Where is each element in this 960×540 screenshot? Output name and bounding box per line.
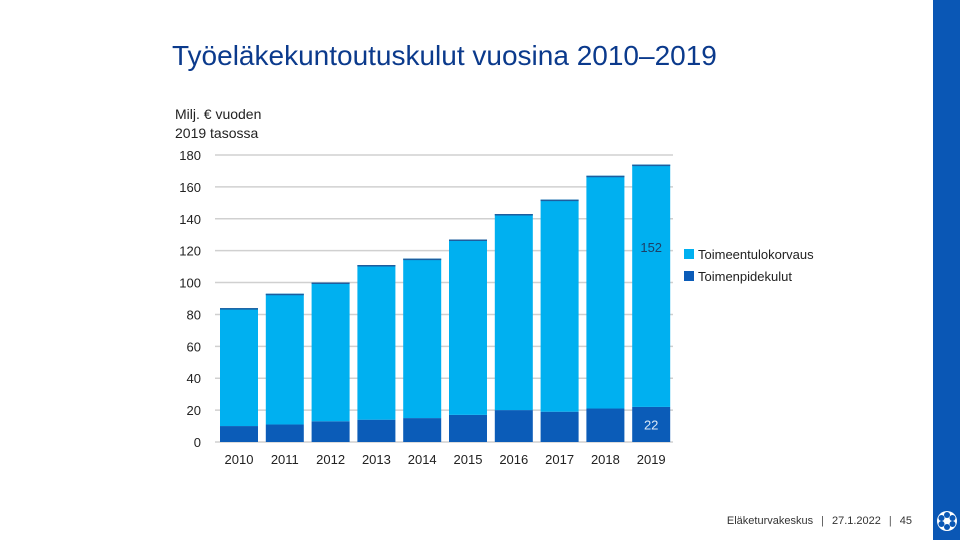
- bar-toimenpidekulut: [494, 410, 533, 442]
- x-tick-label: 2018: [591, 452, 620, 467]
- bar-toimeentulokorvaus: [403, 258, 442, 419]
- y-tick-label: 0: [194, 435, 201, 450]
- footer-page-number: 45: [899, 515, 912, 527]
- bar-toimenpidekulut: [403, 418, 442, 442]
- y-tick-label: 40: [187, 371, 201, 386]
- bar-toimeentulokorvaus: [632, 164, 671, 407]
- bar-toimenpidekulut: [220, 426, 258, 442]
- bar-toimenpidekulut: [632, 406, 671, 442]
- x-tick-label: 2011: [271, 452, 299, 467]
- x-tick-label: 2012: [316, 452, 345, 467]
- y-tick-label: 20: [187, 403, 201, 418]
- x-tick-label: 2015: [454, 452, 483, 467]
- data-label: 152: [640, 240, 662, 255]
- brand-side-band: [933, 0, 960, 540]
- y-tick-label: 120: [179, 244, 201, 259]
- bar-toimeentulokorvaus: [540, 199, 579, 412]
- data-label: 22: [644, 417, 658, 432]
- bar-toimenpidekulut: [449, 414, 487, 442]
- y-tick-label: 140: [179, 212, 201, 227]
- x-tick-label: 2017: [545, 452, 574, 467]
- footer-separator: |: [821, 515, 824, 527]
- y-tick-label: 100: [179, 276, 201, 291]
- y-tick-label: 60: [187, 339, 201, 354]
- x-tick-label: 2013: [362, 452, 391, 467]
- footer-separator: |: [888, 515, 892, 527]
- slide-title: Työeläkekuntoutuskulut vuosina 2010–2019: [172, 40, 717, 71]
- y-tick-label: 180: [179, 148, 201, 163]
- bar-toimenpidekulut: [540, 411, 579, 442]
- y-axis-label: Milj. € vuoden: [175, 106, 261, 122]
- bar-toimenpidekulut: [357, 419, 396, 442]
- footer-date: 27.1.2022: [831, 515, 881, 527]
- footer-organization: Eläketurvakeskus: [726, 515, 814, 527]
- legend-swatch: [684, 249, 694, 259]
- legend-label: Toimenpidekulut: [698, 269, 792, 284]
- x-tick-label: 2010: [225, 452, 254, 467]
- x-tick-label: 2019: [637, 452, 666, 467]
- organization-logo-icon: [937, 511, 957, 531]
- bar-toimeentulokorvaus: [357, 265, 396, 420]
- bar-toimeentulokorvaus: [220, 308, 258, 427]
- legend-label: Toimeentulokorvaus: [698, 247, 814, 262]
- y-tick-label: 80: [187, 307, 201, 322]
- bar-toimeentulokorvaus: [311, 282, 350, 422]
- x-tick-label: 2014: [408, 452, 437, 467]
- bar-toimeentulokorvaus: [494, 213, 533, 411]
- slide-footer: Eläketurvakeskus | 27.1.2022 | 45: [727, 515, 912, 527]
- bar-toimeentulokorvaus: [265, 293, 304, 425]
- legend-swatch: [684, 271, 694, 281]
- bar-toimenpidekulut: [311, 421, 350, 442]
- y-tick-label: 160: [179, 180, 201, 195]
- bar-toimeentulokorvaus: [449, 239, 487, 415]
- bar-toimenpidekulut: [265, 424, 304, 442]
- x-tick-label: 2016: [499, 452, 528, 467]
- bar-toimenpidekulut: [586, 408, 625, 442]
- y-axis-label: 2019 tasossa: [175, 125, 258, 141]
- bar-toimeentulokorvaus: [586, 175, 625, 409]
